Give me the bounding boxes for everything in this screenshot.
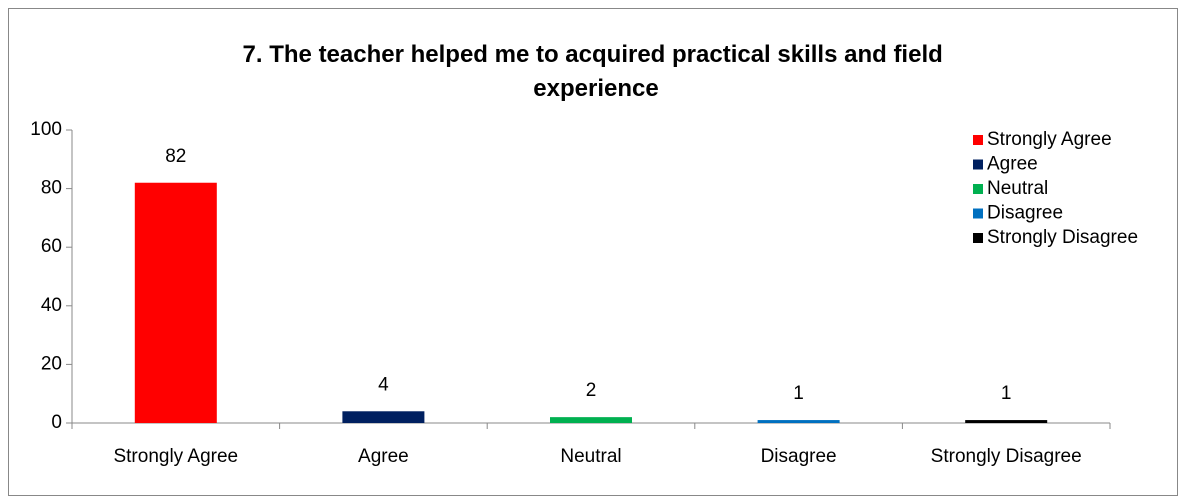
chart-title: 7. The teacher helped me to acquired pra…: [243, 41, 950, 102]
data-label: 82: [165, 146, 186, 167]
y-tick-label: 0: [51, 412, 62, 433]
legend-label: Strongly Disagree: [987, 227, 1138, 248]
legend-label: Agree: [987, 154, 1038, 175]
legend-swatch: [973, 208, 983, 219]
bar: [134, 182, 217, 423]
bar: [550, 417, 632, 423]
y-tick-label: 20: [41, 353, 62, 374]
x-tick-label: Agree: [358, 446, 409, 467]
data-label: 1: [1001, 383, 1012, 404]
bar: [965, 420, 1048, 423]
x-tick-label: Strongly Disagree: [931, 446, 1082, 467]
legend-label: Disagree: [987, 203, 1063, 224]
bar: [342, 411, 425, 423]
bar: [757, 420, 840, 423]
legend-label: Strongly Agree: [987, 129, 1112, 150]
y-tick-label: 40: [41, 295, 62, 316]
legend-label: Neutral: [987, 178, 1048, 199]
x-tick-label: Strongly Agree: [113, 446, 238, 467]
x-tick-label: Disagree: [761, 446, 837, 467]
legend-swatch: [973, 135, 983, 145]
legend-swatch: [973, 233, 983, 243]
title-line: experience: [533, 75, 658, 102]
data-label: 1: [793, 383, 804, 404]
legend-swatch: [973, 159, 983, 170]
x-tick-label: Neutral: [560, 446, 621, 467]
data-label: 2: [586, 380, 597, 401]
title-line: 7. The teacher helped me to acquired pra…: [243, 41, 943, 68]
legend-swatch: [973, 184, 983, 194]
y-tick-label: 100: [30, 119, 62, 140]
y-tick-label: 60: [41, 236, 62, 257]
data-label: 4: [378, 374, 389, 395]
y-tick-label: 80: [41, 178, 62, 199]
